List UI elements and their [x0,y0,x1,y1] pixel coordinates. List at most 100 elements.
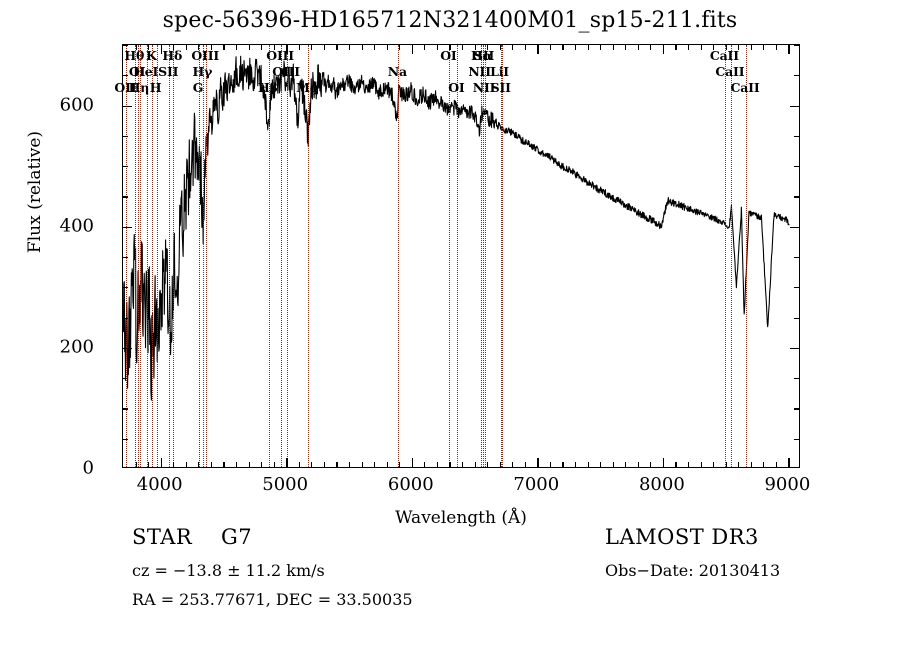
axis-tick [738,45,740,50]
axis-tick [173,462,175,467]
axis-tick [336,45,338,50]
x-tick-label: 9000 [764,474,811,495]
axis-tick [499,462,501,467]
axis-tick [123,105,132,107]
axis-tick [794,317,799,319]
line-label-g: G [192,80,204,95]
line-marker-caii [746,45,748,467]
line-label-h: Hθ [124,48,145,63]
axis-tick [311,45,313,50]
axis-tick [587,45,589,50]
footer-left-column: STAR G7 cz = −13.8 ± 11.2 km/s RA = 253.… [132,525,413,619]
axis-tick [148,45,150,50]
axis-tick [374,45,376,50]
axis-tick [794,135,799,138]
axis-tick [248,462,250,467]
axis-tick [794,75,799,77]
axis-tick [790,105,799,107]
axis-tick [273,45,275,50]
axis-tick [625,462,627,467]
line-label-sii: SII [474,48,495,63]
axis-tick [198,45,200,50]
line-marker-sii [169,45,171,467]
axis-tick [210,45,213,50]
axis-tick [524,45,526,50]
axis-tick [790,347,799,350]
x-tick-label: 8000 [638,474,685,495]
axis-tick [323,462,326,467]
line-label-sii: SII [158,64,179,79]
axis-tick [424,45,426,50]
line-label-h: H [149,80,162,95]
axis-tick [763,45,765,50]
axis-tick [236,45,238,50]
axis-tick [763,462,765,467]
axis-tick [794,378,799,380]
axis-tick [575,45,577,50]
axis-tick [236,462,238,467]
line-label-h: Hη [128,80,150,95]
axis-tick [688,45,690,50]
axis-tick [794,438,799,440]
axis-tick [223,45,225,50]
axis-tick [675,45,677,50]
axis-tick [562,462,564,467]
line-marker-h [135,45,137,467]
axis-tick [794,45,799,47]
axis-tick [700,45,702,50]
axis-tick [794,287,799,289]
redshift-velocity: cz = −13.8 ± 11.2 km/s [132,561,325,580]
axis-tick [135,45,137,50]
axis-tick [386,462,388,467]
axis-tick [462,462,464,467]
line-label-oii: OII [114,80,137,95]
axis-tick [512,462,514,467]
line-marker-g [199,45,201,467]
line-label-nii: NII [472,80,496,95]
axis-tick [123,75,128,77]
line-label-hei: HeI [133,64,159,79]
axis-tick [775,462,778,467]
axis-tick [273,462,275,467]
line-marker-oi [449,45,451,467]
line-label-caii: CaII [730,80,760,95]
axis-tick [123,378,128,380]
axis-tick [713,45,715,50]
x-tick-label: 7000 [513,474,560,495]
observation-date: Obs−Date: 20130413 [605,561,781,580]
axis-tick [210,462,213,467]
axis-tick [725,45,727,50]
y-axis-title: Flux (relative) [25,130,45,254]
axis-tick [662,45,665,54]
line-marker-h [156,45,159,467]
page-title: spec-56396-HD165712N321400M01_sp15-211.f… [162,8,738,33]
spectrum-curve [123,55,790,401]
line-marker-lii [500,45,503,467]
footer-right-column: LAMOST DR3 Obs−Date: 20130413 [605,525,780,590]
y-tick-label: 200 [59,336,94,358]
axis-tick [248,45,250,50]
axis-tick [173,45,175,50]
axis-tick [323,45,326,50]
axis-tick [474,462,476,467]
x-axis-title: Wavelength (Å) [395,508,527,528]
axis-tick [436,45,439,50]
axis-tick [261,45,263,50]
axis-tick [449,45,451,50]
axis-tick [537,45,539,54]
axis-tick [286,45,288,54]
axis-tick [123,257,128,259]
axis-tick [600,462,602,467]
axis-tick [562,45,564,50]
axis-tick [123,45,128,47]
line-marker-h [173,45,175,467]
line-marker-oiii [281,45,283,467]
axis-tick [123,287,128,289]
axis-tick [549,45,552,50]
axis-tick [688,462,690,467]
plot-frame [122,44,800,468]
axis-tick [462,45,464,50]
axis-tick [499,45,501,50]
line-label-sii: SII [490,80,511,95]
